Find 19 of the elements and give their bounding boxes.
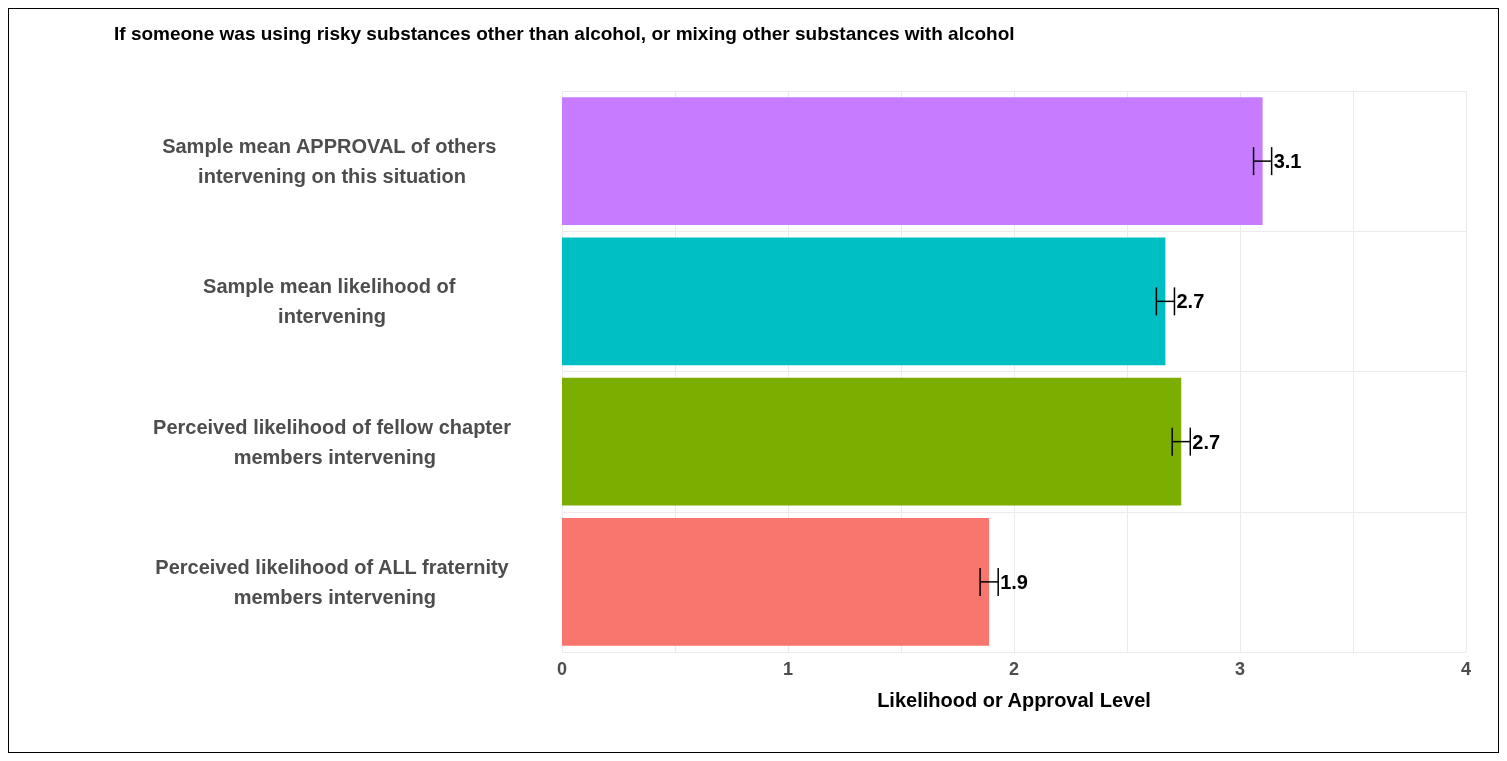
bar xyxy=(562,237,1166,366)
y-tick-label: Sample mean likelihood of intervening xyxy=(203,275,461,328)
x-tick-label: 1 xyxy=(782,659,794,679)
bar xyxy=(562,97,1263,225)
data-label: 2.7 xyxy=(1192,430,1221,453)
x-tick-label: 4 xyxy=(1460,659,1472,679)
x-tick-label: 2 xyxy=(1008,659,1020,679)
x-axis-title: Likelihood or Approval Level xyxy=(877,689,1151,711)
bar xyxy=(562,377,1182,506)
data-label: 1.9 xyxy=(1000,570,1028,593)
y-tick-label: Perceived likelihood of ALL fraternity members intervening xyxy=(155,555,510,608)
y-tick-label: Sample mean APPROVAL of others intervening on this situation xyxy=(162,135,502,188)
x-tick-label: 0 xyxy=(556,659,568,679)
data-label: 3.1 xyxy=(1273,150,1302,173)
y-tick-label: Perceived likelihood of fellow chapter members intervening xyxy=(153,415,512,468)
bar xyxy=(562,518,990,646)
x-tick-label: 3 xyxy=(1234,659,1246,679)
chart-title: If someone was using risky substances other than alcohol, or mixing other substances with alcohol xyxy=(114,23,1015,44)
data-label: 2.7 xyxy=(1176,290,1205,313)
